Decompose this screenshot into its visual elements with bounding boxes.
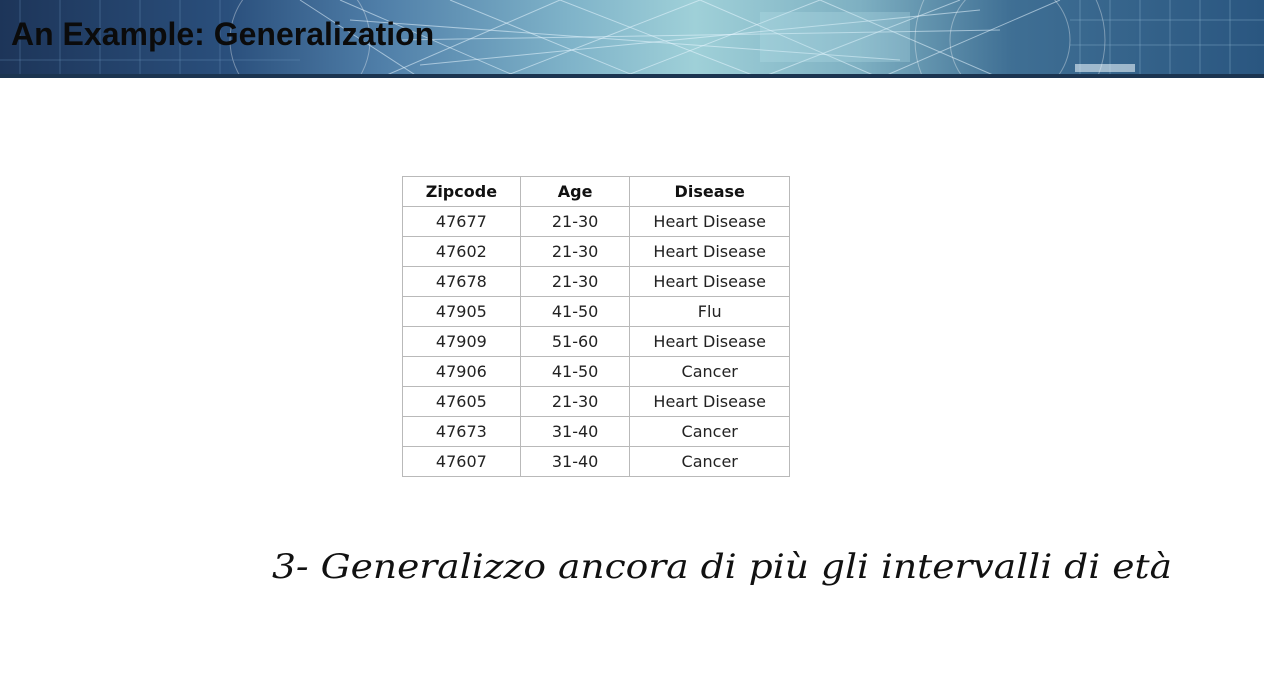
cell-zipcode: 47905: [402, 296, 521, 327]
table-row: 47673 31-40 Cancer: [402, 416, 790, 447]
cell-disease: Heart Disease: [629, 326, 790, 357]
table-row: 47906 41-50 Cancer: [402, 356, 790, 387]
cell-zipcode: 47673: [402, 416, 521, 447]
cell-age: 21-30: [519, 386, 631, 417]
cell-zipcode: 47906: [402, 356, 521, 387]
cell-zipcode: 47677: [402, 206, 521, 237]
table-row: 47677 21-30 Heart Disease: [402, 206, 790, 237]
table-row: 47607 31-40 Cancer: [402, 446, 790, 477]
cell-age: 21-30: [519, 266, 631, 297]
cell-zipcode: 47607: [402, 446, 521, 477]
column-header-zipcode: Zipcode: [402, 176, 521, 207]
table-row: 47602 21-30 Heart Disease: [402, 236, 790, 267]
cell-age: 21-30: [519, 206, 631, 237]
cell-disease: Heart Disease: [629, 266, 790, 297]
handwritten-note: 3- Generalizzo ancora di più gli interva…: [272, 547, 1172, 587]
cell-age: 51-60: [519, 326, 631, 357]
cell-disease: Cancer: [629, 416, 790, 447]
cell-disease: Heart Disease: [629, 206, 790, 237]
generalization-table: Zipcode Age Disease 47677 21-30 Heart Di…: [402, 176, 790, 477]
cell-disease: Heart Disease: [629, 236, 790, 267]
cell-age: 21-30: [519, 236, 631, 267]
handwritten-note-text: 3- Generalizzo ancora di più gli interva…: [272, 547, 1172, 587]
header-banner: An Example: Generalization: [0, 0, 1264, 78]
table-row: 47605 21-30 Heart Disease: [402, 386, 790, 417]
cell-zipcode: 47909: [402, 326, 521, 357]
cell-age: 41-50: [519, 296, 631, 327]
cell-disease: Heart Disease: [629, 386, 790, 417]
cell-disease: Flu: [629, 296, 790, 327]
cell-disease: Cancer: [629, 356, 790, 387]
cell-zipcode: 47678: [402, 266, 521, 297]
cell-disease: Cancer: [629, 446, 790, 477]
network-graphic: [0, 0, 1264, 78]
cell-age: 31-40: [519, 416, 631, 447]
cell-age: 31-40: [519, 446, 631, 477]
cell-zipcode: 47602: [402, 236, 521, 267]
cell-zipcode: 47605: [402, 386, 521, 417]
column-header-disease: Disease: [629, 176, 790, 207]
table-row: 47905 41-50 Flu: [402, 296, 790, 327]
table-row: 47909 51-60 Heart Disease: [402, 326, 790, 357]
table-header-row: Zipcode Age Disease: [402, 176, 790, 207]
cell-age: 41-50: [519, 356, 631, 387]
slide-title: An Example: Generalization: [11, 16, 435, 52]
column-header-age: Age: [519, 176, 631, 207]
table-row: 47678 21-30 Heart Disease: [402, 266, 790, 297]
banner-bottom-stripe: [0, 74, 1264, 78]
